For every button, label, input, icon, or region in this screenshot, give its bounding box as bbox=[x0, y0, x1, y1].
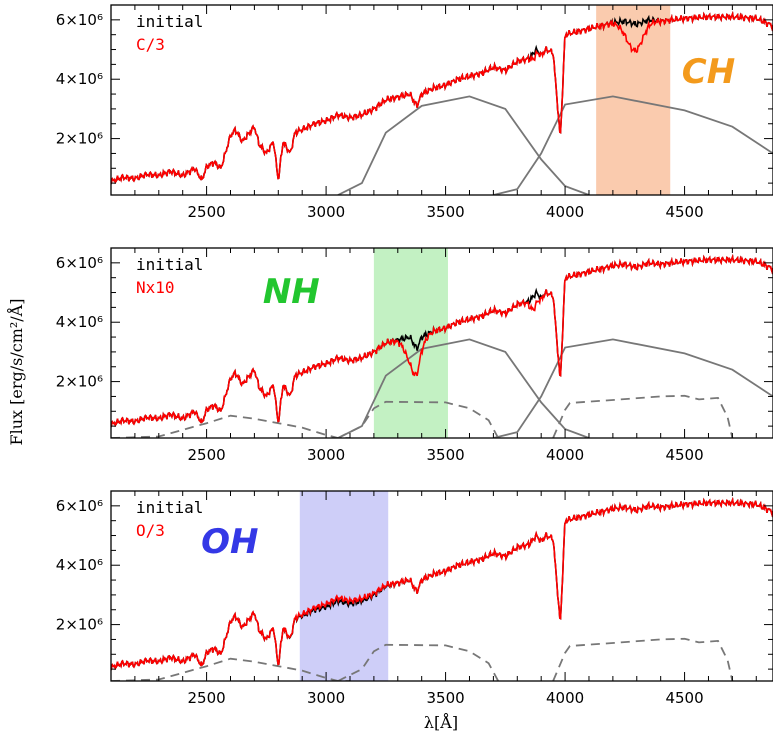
panels-group: 2500 3000 3500 4000 4500 2×10⁶ 4×10⁶ 6×10⁶ initi… bbox=[56, 4, 773, 707]
x-tick-label: 4000 bbox=[546, 446, 584, 464]
legend-entry: initial bbox=[136, 498, 203, 517]
x-tick-label: 3000 bbox=[307, 203, 345, 221]
x-tick-label: 3000 bbox=[307, 446, 345, 464]
y-tick-label: 6×10⁶ bbox=[56, 497, 103, 515]
y-tick-label: 6×10⁶ bbox=[56, 11, 103, 29]
spectrum-panel: 2500 3000 3500 4000 4500 2×10⁶ 4×10⁶ 6×10⁶ initi… bbox=[56, 247, 773, 464]
filter-curve-dashed bbox=[337, 643, 499, 681]
x-tick-label: 2500 bbox=[188, 689, 226, 707]
legend-entry: C/3 bbox=[136, 35, 165, 54]
band-highlight bbox=[373, 248, 448, 438]
spectrum-panel: 2500 3000 3500 4000 4500 2×10⁶ 4×10⁶ 6×10⁶ initi… bbox=[56, 4, 773, 221]
y-tick-label: 2×10⁶ bbox=[56, 616, 103, 634]
x-tick-label: 3500 bbox=[426, 203, 464, 221]
series-modified bbox=[111, 496, 773, 671]
x-tick-label: 4000 bbox=[546, 203, 584, 221]
y-tick-label: 6×10⁶ bbox=[56, 254, 103, 272]
x-tick-label: 3500 bbox=[426, 446, 464, 464]
filter-curve-dashed bbox=[552, 637, 734, 681]
y-tick-label: 2×10⁶ bbox=[56, 130, 103, 148]
x-tick-label: 2500 bbox=[188, 203, 226, 221]
y-tick-label: 4×10⁶ bbox=[56, 556, 103, 574]
x-tick-label: 3500 bbox=[426, 689, 464, 707]
x-tick-label: 4000 bbox=[546, 689, 584, 707]
series-modified bbox=[111, 10, 773, 185]
filter-curve-dashed bbox=[111, 414, 350, 438]
band-label: NH bbox=[263, 272, 320, 312]
legend-entry: Nx10 bbox=[136, 278, 175, 297]
panel-frame bbox=[110, 490, 773, 682]
y-tick-label: 4×10⁶ bbox=[56, 70, 103, 88]
spectrum-panel: 2500 3000 3500 4000 4500 2×10⁶ 4×10⁶ 6×10⁶ initi… bbox=[56, 490, 773, 707]
x-axis-title: λ[Å] bbox=[424, 712, 458, 732]
filter-curve bbox=[337, 338, 590, 438]
legend-entry: initial bbox=[136, 12, 203, 31]
filter-curve bbox=[493, 338, 773, 438]
series-modified bbox=[111, 253, 773, 428]
y-tick-label: 2×10⁶ bbox=[56, 373, 103, 391]
x-tick-label: 2500 bbox=[188, 446, 226, 464]
filter-curve-dashed bbox=[337, 400, 499, 438]
panel-frame bbox=[110, 4, 773, 196]
x-tick-label: 4500 bbox=[665, 446, 703, 464]
x-tick-label: 4500 bbox=[665, 689, 703, 707]
filter-curve bbox=[337, 95, 590, 195]
filter-curve-dashed bbox=[111, 657, 350, 681]
legend-entry: initial bbox=[136, 255, 203, 274]
filter-curve bbox=[493, 95, 773, 195]
legend-entry: O/3 bbox=[136, 521, 165, 540]
band-label: OH bbox=[201, 522, 258, 562]
series-initial bbox=[111, 10, 773, 185]
filter-curve-dashed bbox=[552, 394, 734, 438]
y-axis-title: Flux [erg/s/cm²/Å] bbox=[6, 299, 26, 446]
panel-frame bbox=[110, 247, 773, 439]
x-tick-label: 4500 bbox=[665, 203, 703, 221]
y-tick-label: 4×10⁶ bbox=[56, 313, 103, 331]
band-highlight bbox=[299, 491, 389, 681]
band-label: CH bbox=[682, 52, 735, 92]
x-tick-label: 3000 bbox=[307, 689, 345, 707]
